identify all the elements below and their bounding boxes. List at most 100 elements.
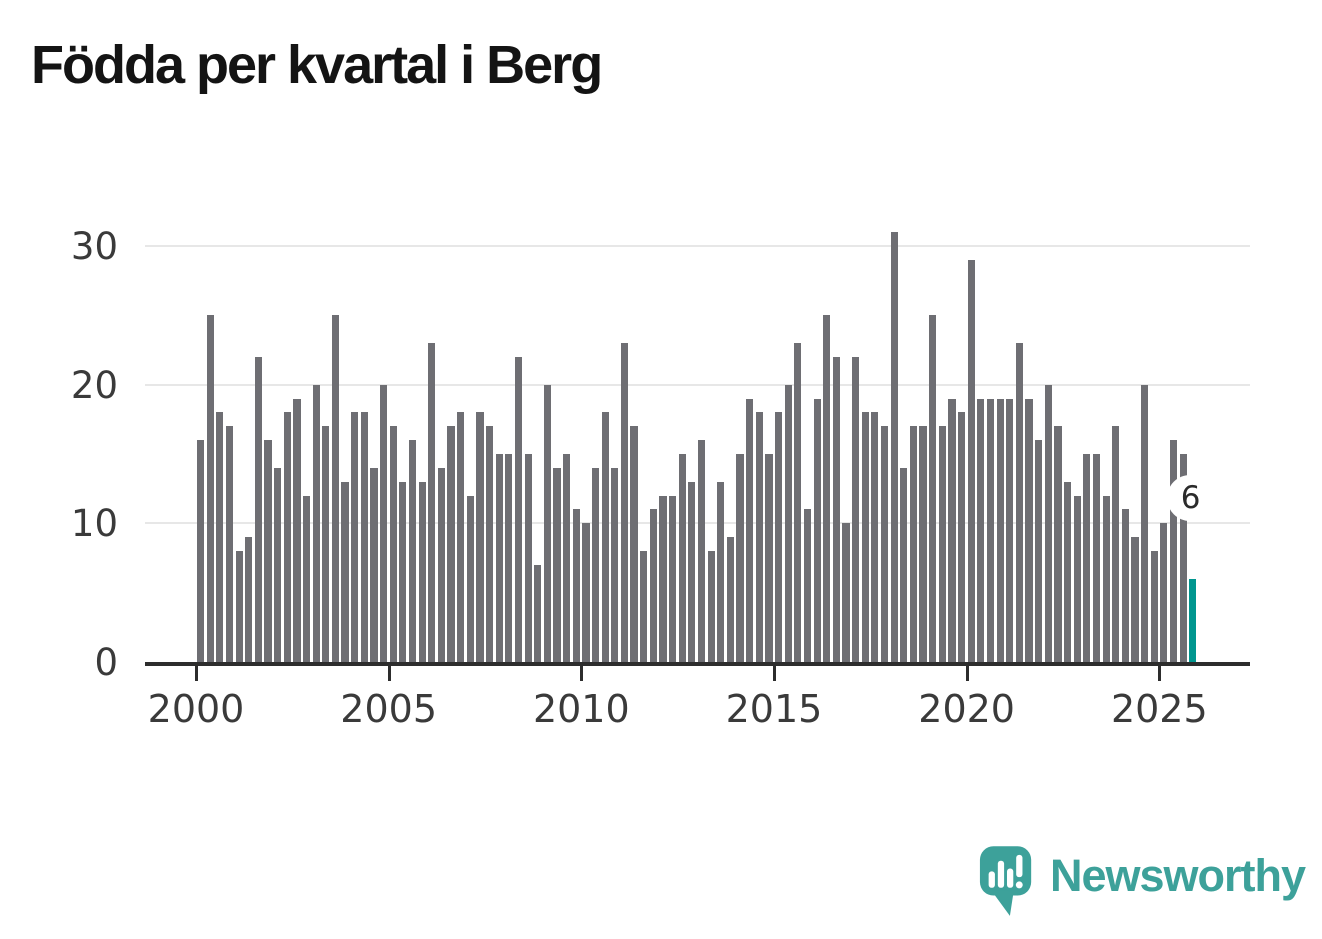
- bar: [842, 523, 850, 662]
- bar: [909, 426, 918, 662]
- bar: [774, 412, 783, 662]
- x-axis-tick-2025: [1158, 666, 1162, 681]
- bar: [697, 440, 706, 662]
- bar: [370, 467, 378, 662]
- bar: [206, 315, 214, 662]
- bar: [563, 453, 571, 662]
- bar: [1073, 495, 1081, 662]
- bar: [823, 315, 831, 662]
- bar: [967, 259, 975, 662]
- x-axis-label-2010: 2010: [532, 687, 630, 731]
- x-axis-tick-2010: [580, 666, 584, 681]
- bar: [871, 412, 879, 662]
- x-axis-tick-2005: [387, 666, 391, 681]
- bar: [746, 398, 754, 662]
- x-axis-tick-2015: [772, 666, 776, 681]
- bar: [408, 440, 417, 662]
- bar: [380, 384, 388, 662]
- bar: [1006, 398, 1014, 662]
- bar: [591, 467, 600, 662]
- gridline-30: [145, 244, 1250, 247]
- bar: [736, 453, 744, 662]
- bar: [485, 426, 494, 662]
- bar: [919, 426, 927, 662]
- bar: [958, 412, 966, 662]
- bar: [225, 426, 234, 662]
- bar: [726, 537, 734, 662]
- annotation-value-label: 6: [1180, 479, 1201, 516]
- bar: [996, 398, 1004, 662]
- x-axis-label-2005: 2005: [340, 687, 438, 731]
- bar: [1112, 426, 1120, 662]
- bar: [399, 481, 407, 662]
- bar: [524, 453, 532, 662]
- bar: [688, 481, 696, 662]
- bar: [437, 467, 445, 662]
- bar: [813, 398, 821, 662]
- bar: [784, 384, 792, 662]
- bar: [1121, 509, 1129, 662]
- bar: [351, 412, 359, 662]
- bar: [1131, 537, 1139, 662]
- bar: [495, 453, 503, 662]
- bar: [794, 343, 802, 662]
- bar: [678, 453, 686, 662]
- bar: [322, 426, 330, 662]
- bar: [1035, 440, 1043, 662]
- x-axis-label-2025: 2025: [1110, 687, 1208, 731]
- x-axis-label-2000: 2000: [147, 687, 245, 731]
- bar: [254, 356, 262, 662]
- x-axis-label-2015: 2015: [725, 687, 823, 731]
- bar: [803, 509, 812, 662]
- bar: [197, 440, 205, 662]
- bar: [331, 315, 340, 662]
- bar: [1092, 453, 1101, 662]
- bar: [1102, 495, 1110, 662]
- bar: [1179, 453, 1187, 662]
- bar: [245, 537, 253, 662]
- bar: [235, 551, 243, 662]
- bar: [274, 467, 282, 662]
- bar: [283, 412, 291, 662]
- bar: [765, 453, 773, 662]
- bar: [1044, 384, 1052, 662]
- bar: [466, 495, 474, 662]
- bar: [900, 467, 908, 662]
- bar: [1063, 481, 1072, 662]
- bar: [707, 551, 715, 662]
- bar: [341, 481, 349, 662]
- newsworthy-logo-text: Newsworthy: [1050, 850, 1306, 901]
- bar: [505, 453, 513, 662]
- bar: [514, 356, 523, 662]
- bar: [601, 412, 609, 662]
- bar: [880, 426, 889, 662]
- bar: [938, 426, 946, 662]
- y-axis-label-20: 20: [70, 363, 118, 407]
- bar: [948, 398, 956, 662]
- x-axis-tick-2020: [965, 666, 969, 681]
- bar: [669, 495, 677, 662]
- newsworthy-logo-icon: [979, 846, 1032, 916]
- newsworthy-logo: Newsworthy: [978, 844, 1306, 920]
- chart-title: Födda per kvartal i Berg: [31, 35, 603, 95]
- bar: [1025, 398, 1033, 662]
- x-axis-label-2020: 2020: [918, 687, 1015, 731]
- bar: [852, 356, 860, 662]
- bar: [630, 426, 638, 662]
- bar: [1169, 440, 1178, 662]
- bar: [1083, 453, 1091, 662]
- bar: [1015, 343, 1023, 662]
- bar: [649, 509, 657, 662]
- y-axis-label-0: 0: [94, 641, 118, 684]
- bar: [476, 412, 484, 662]
- y-axis-label-10: 10: [70, 502, 118, 546]
- bar: [534, 564, 542, 662]
- bar: [293, 398, 301, 662]
- bar: [620, 343, 629, 662]
- annotation-halo: [1166, 474, 1213, 521]
- bar: [582, 523, 590, 662]
- bar: [1054, 426, 1062, 662]
- bar: [977, 398, 985, 662]
- bar: [890, 232, 898, 662]
- y-axis-label-30: 30: [70, 224, 118, 268]
